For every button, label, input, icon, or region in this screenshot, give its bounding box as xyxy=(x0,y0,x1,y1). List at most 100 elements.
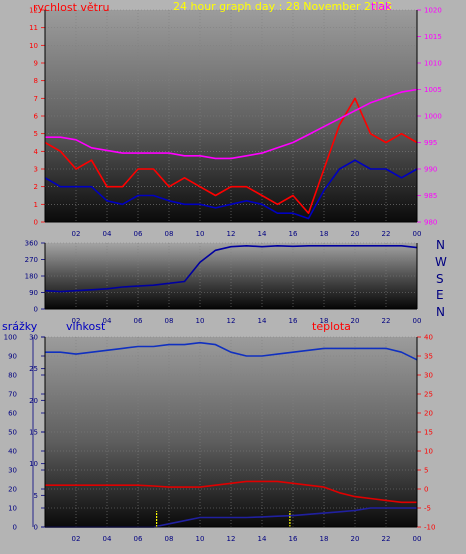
pressure-tick-label: 1005 xyxy=(424,86,442,94)
wind-tick-label: 4 xyxy=(34,148,39,156)
wind-tick-label: 9 xyxy=(34,60,38,68)
direction-hour-label: 20 xyxy=(351,317,360,325)
wind-tick-label: 5 xyxy=(34,130,38,138)
temperature-tick-label: -10 xyxy=(424,524,435,532)
direction-hour-label: 10 xyxy=(196,317,205,325)
direction-hour-label: 06 xyxy=(134,317,143,325)
direction-tick-label: 360 xyxy=(25,240,38,248)
wind-tick-label: 11 xyxy=(29,24,38,32)
wind-hour-label: 20 xyxy=(351,230,360,238)
humidity-hour-label: 10 xyxy=(196,535,205,543)
direction-tick-label: 270 xyxy=(25,256,38,264)
compass-s: S xyxy=(436,272,444,286)
humidity-tick-label: 60 xyxy=(8,410,17,418)
wind-tick-label: 8 xyxy=(34,77,38,85)
humidity-tick-label: 80 xyxy=(8,372,17,380)
humidity-hour-label: 02 xyxy=(72,535,81,543)
pressure-tick-label: 1010 xyxy=(424,60,442,68)
direction-tick-label: 180 xyxy=(25,273,38,281)
rain-tick-label: 15 xyxy=(29,429,38,437)
temperature-tick-label: 15 xyxy=(424,429,433,437)
wind-hour-label: 00 xyxy=(413,230,422,238)
rain-tick-label: 0 xyxy=(34,524,38,532)
wind-gust-line xyxy=(44,97,418,214)
humidity-hour-label: 20 xyxy=(351,535,360,543)
compass-n-top: N xyxy=(436,238,445,252)
pressure-line xyxy=(45,88,418,160)
direction-tick-label: 90 xyxy=(29,289,38,297)
gridlines xyxy=(45,9,418,528)
wind-hour-label: 06 xyxy=(134,230,143,238)
humidity-tick-label: 40 xyxy=(8,448,17,456)
humidity-hour-label: 04 xyxy=(103,535,112,543)
temperature-tick-label: 40 xyxy=(424,334,433,342)
temperature-tick-label: 30 xyxy=(424,372,433,380)
direction-hour-label: 22 xyxy=(382,317,391,325)
wind-tick-label: 0 xyxy=(34,219,38,227)
humidity-hour-label: 18 xyxy=(320,535,329,543)
humidity-hour-label: 06 xyxy=(134,535,143,543)
wind-speed-line xyxy=(44,159,418,220)
compass-w: W xyxy=(435,255,447,269)
pressure-tick-label: 1020 xyxy=(424,7,442,15)
rain-tick-label: 30 xyxy=(29,334,38,342)
direction-hour-label: 12 xyxy=(227,317,236,325)
rain-tick-label: 20 xyxy=(29,397,38,405)
pressure-tick-label: 980 xyxy=(424,219,437,227)
humidity-tick-label: 30 xyxy=(8,467,17,475)
humidity-hour-label: 00 xyxy=(413,535,422,543)
direction-hour-label: 14 xyxy=(258,317,267,325)
temperature-tick-label: 0 xyxy=(424,486,428,494)
pressure-tick-label: 1000 xyxy=(424,113,442,121)
axes-layer: 0123456789101112980985990995100010051010… xyxy=(4,7,442,544)
rain-label: srážky xyxy=(2,320,38,333)
humidity-line xyxy=(45,341,418,361)
wind-hour-label: 02 xyxy=(72,230,81,238)
wind-tick-label: 10 xyxy=(29,42,38,50)
humidity-hour-label: 14 xyxy=(258,535,267,543)
wind-speed-label: rychlost větru xyxy=(33,1,109,14)
wind-hour-label: 12 xyxy=(227,230,236,238)
humidity-hour-label: 16 xyxy=(289,535,298,543)
wind-hour-label: 18 xyxy=(320,230,329,238)
pressure-tick-label: 985 xyxy=(424,192,437,200)
wind-direction-line xyxy=(44,245,418,293)
humidity-tick-label: 90 xyxy=(8,353,17,361)
humidity-hour-label: 08 xyxy=(165,535,174,543)
humidity-tick-label: 0 xyxy=(13,524,17,532)
wind-hour-label: 16 xyxy=(289,230,298,238)
wind-hour-label: 14 xyxy=(258,230,267,238)
compass-n-bottom: N xyxy=(436,305,445,319)
compass-e: E xyxy=(436,288,444,302)
direction-hour-label: 08 xyxy=(165,317,174,325)
humidity-tick-label: 50 xyxy=(8,429,17,437)
temperature-tick-label: 10 xyxy=(424,448,433,456)
wind-tick-label: 2 xyxy=(34,183,38,191)
temperature-label: teplota xyxy=(312,320,351,333)
wind-tick-label: 12 xyxy=(29,7,38,15)
wind-hour-label: 22 xyxy=(382,230,391,238)
direction-hour-label: 00 xyxy=(413,317,422,325)
humidity-hour-label: 22 xyxy=(382,535,391,543)
pressure-label: tlak xyxy=(371,0,392,13)
humidity-tick-label: 10 xyxy=(8,505,17,513)
wind-hour-label: 08 xyxy=(165,230,174,238)
temperature-tick-label: 20 xyxy=(424,410,433,418)
pressure-tick-label: 1015 xyxy=(424,33,442,41)
wind-tick-label: 3 xyxy=(34,166,38,174)
temperature-tick-label: 35 xyxy=(424,353,433,361)
wind-tick-label: 1 xyxy=(34,201,38,209)
humidity-tick-label: 20 xyxy=(8,486,17,494)
direction-tick-label: 0 xyxy=(34,306,38,314)
wind-hour-label: 04 xyxy=(103,230,112,238)
humidity-tick-label: 100 xyxy=(4,334,17,342)
rain-tick-label: 5 xyxy=(34,492,38,500)
direction-hour-label: 18 xyxy=(320,317,329,325)
wind-hour-label: 10 xyxy=(196,230,205,238)
humidity-tick-label: 70 xyxy=(8,391,17,399)
chart-title: 24 hour graph day : 28 November 2023 xyxy=(173,0,392,13)
pressure-tick-label: 990 xyxy=(424,166,437,174)
direction-hour-label: 02 xyxy=(72,317,81,325)
